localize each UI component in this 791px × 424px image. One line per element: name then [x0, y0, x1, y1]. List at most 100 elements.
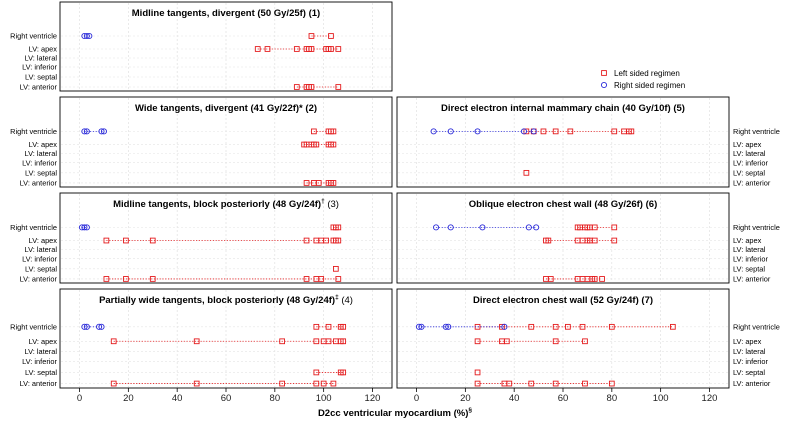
row-label: LV: septal — [733, 168, 765, 177]
row-label: Right ventricle — [10, 32, 57, 41]
right-sided-point — [520, 128, 527, 135]
right-sided-point — [96, 323, 103, 330]
row-label: LV: septal — [25, 168, 57, 177]
panel-title-text: Direct electron chest wall (52 Gy/24f) — [473, 295, 639, 306]
left-sided-point — [254, 46, 261, 52]
row-label: LV: anterior — [733, 179, 771, 188]
panels-group: Midline tangents, divergent (50 Gy/25f) … — [10, 1, 780, 389]
left-sided-point — [474, 380, 481, 387]
right-sided-point — [83, 323, 90, 330]
row-label: LV: inferior — [733, 254, 768, 263]
left-sided-point — [474, 338, 481, 345]
right-sided-point — [501, 323, 508, 330]
left-sided-point — [308, 33, 315, 39]
panel-1: Midline tangents, divergent (50 Gy/25f) … — [10, 1, 393, 92]
x-tick-label: 40 — [509, 393, 520, 404]
legend-circle-marker — [600, 81, 608, 89]
right-sided-point — [83, 32, 90, 40]
panel-title: Oblique electron chest wall (48 Gy/26f) … — [469, 199, 657, 210]
row-label: Right ventricle — [733, 127, 780, 136]
x-tick-label: 20 — [460, 393, 471, 404]
right-sided-point — [418, 323, 425, 330]
panel-title-number: (1) — [306, 8, 320, 19]
left-sided-point — [523, 169, 530, 176]
panel-title-number: (7) — [639, 295, 653, 306]
right-sided-point — [525, 224, 532, 231]
left-sided-point — [552, 338, 559, 345]
left-sided-point — [506, 380, 513, 387]
x-tick-label: 80 — [607, 393, 618, 404]
row-label: LV: septal — [733, 264, 765, 273]
panel-title-number: (5) — [671, 103, 685, 114]
right-sided-point — [533, 224, 540, 231]
left-sided-point — [552, 128, 559, 135]
x-tick-label: 100 — [316, 393, 332, 404]
left-sided-point — [499, 323, 505, 330]
left-sided-point — [611, 128, 618, 135]
row-label: LV: anterior — [20, 379, 58, 388]
panel-title: Direct electron internal mammary chain (… — [441, 103, 685, 114]
panel-frame — [59, 96, 393, 188]
left-sided-point — [320, 380, 327, 387]
left-sided-point — [328, 33, 334, 39]
left-sided-point — [103, 237, 110, 244]
left-sided-point — [567, 128, 574, 135]
panel-frame — [396, 192, 730, 284]
left-sided-point — [335, 276, 342, 282]
left-sided-point — [328, 46, 334, 52]
panel-title-number: (6) — [643, 199, 657, 210]
row-label: LV: septal — [25, 264, 57, 273]
left-sided-point — [582, 380, 588, 387]
legend-label: Left sided regimen — [614, 69, 680, 78]
right-sided-point — [83, 224, 90, 231]
panel-title: Partially wide tangents, block posterior… — [99, 294, 353, 306]
left-sided-point — [504, 338, 510, 345]
row-label: LV: apex — [29, 140, 58, 149]
row-label: LV: lateral — [733, 149, 766, 158]
left-sided-point — [313, 380, 320, 387]
row-label: Right ventricle — [10, 127, 57, 136]
left-sided-point — [552, 380, 559, 387]
row-label: Right ventricle — [10, 322, 57, 331]
row-label: LV: anterior — [20, 179, 58, 188]
row-label: LV: inferior — [22, 158, 57, 167]
left-sided-point — [149, 276, 156, 282]
left-sided-point — [335, 46, 342, 52]
panel-title-text: Midline tangents, divergent (50 Gy/25f) — [132, 8, 306, 19]
left-sided-point — [313, 338, 320, 345]
right-sided-point — [447, 224, 454, 231]
right-sided-point — [479, 224, 486, 231]
row-label: LV: apex — [29, 337, 58, 346]
left-sided-point — [123, 276, 129, 282]
left-sided-point — [308, 84, 315, 90]
left-sided-point — [333, 265, 339, 272]
x-axis: 0 20 40 60 80 100 120 0 20 40 60 80 100 120 — [77, 388, 717, 404]
right-sided-point — [83, 128, 90, 135]
row-label: LV: apex — [733, 337, 762, 346]
left-sided-point — [591, 237, 598, 244]
row-label: LV: inferior — [733, 357, 768, 366]
row-label: LV: lateral — [25, 149, 58, 158]
row-label: LV: septal — [733, 368, 765, 377]
row-label: LV: anterior — [20, 275, 58, 284]
left-sided-point — [279, 338, 285, 345]
left-sided-point — [670, 323, 676, 330]
right-sided-point — [98, 128, 105, 135]
row-label: LV: lateral — [25, 245, 58, 254]
row-label: LV: septal — [25, 73, 57, 82]
right-sided-point — [86, 32, 93, 40]
left-sided-point — [340, 323, 347, 330]
panel-title-number: (2) — [303, 103, 317, 114]
row-label: Right ventricle — [10, 223, 57, 232]
panel-title-number: (4) — [339, 295, 353, 306]
panel-4: Partially wide tangents, block posterior… — [10, 288, 393, 389]
left-sided-point — [293, 84, 300, 90]
panel-title-text: Direct electron internal mammary chain (… — [441, 103, 671, 114]
right-sided-point — [98, 323, 105, 330]
left-sided-point — [193, 380, 200, 387]
x-tick-label: 0 — [414, 393, 419, 404]
left-sided-point — [335, 84, 342, 90]
row-label: LV: apex — [733, 236, 762, 245]
left-sided-point — [579, 323, 586, 330]
